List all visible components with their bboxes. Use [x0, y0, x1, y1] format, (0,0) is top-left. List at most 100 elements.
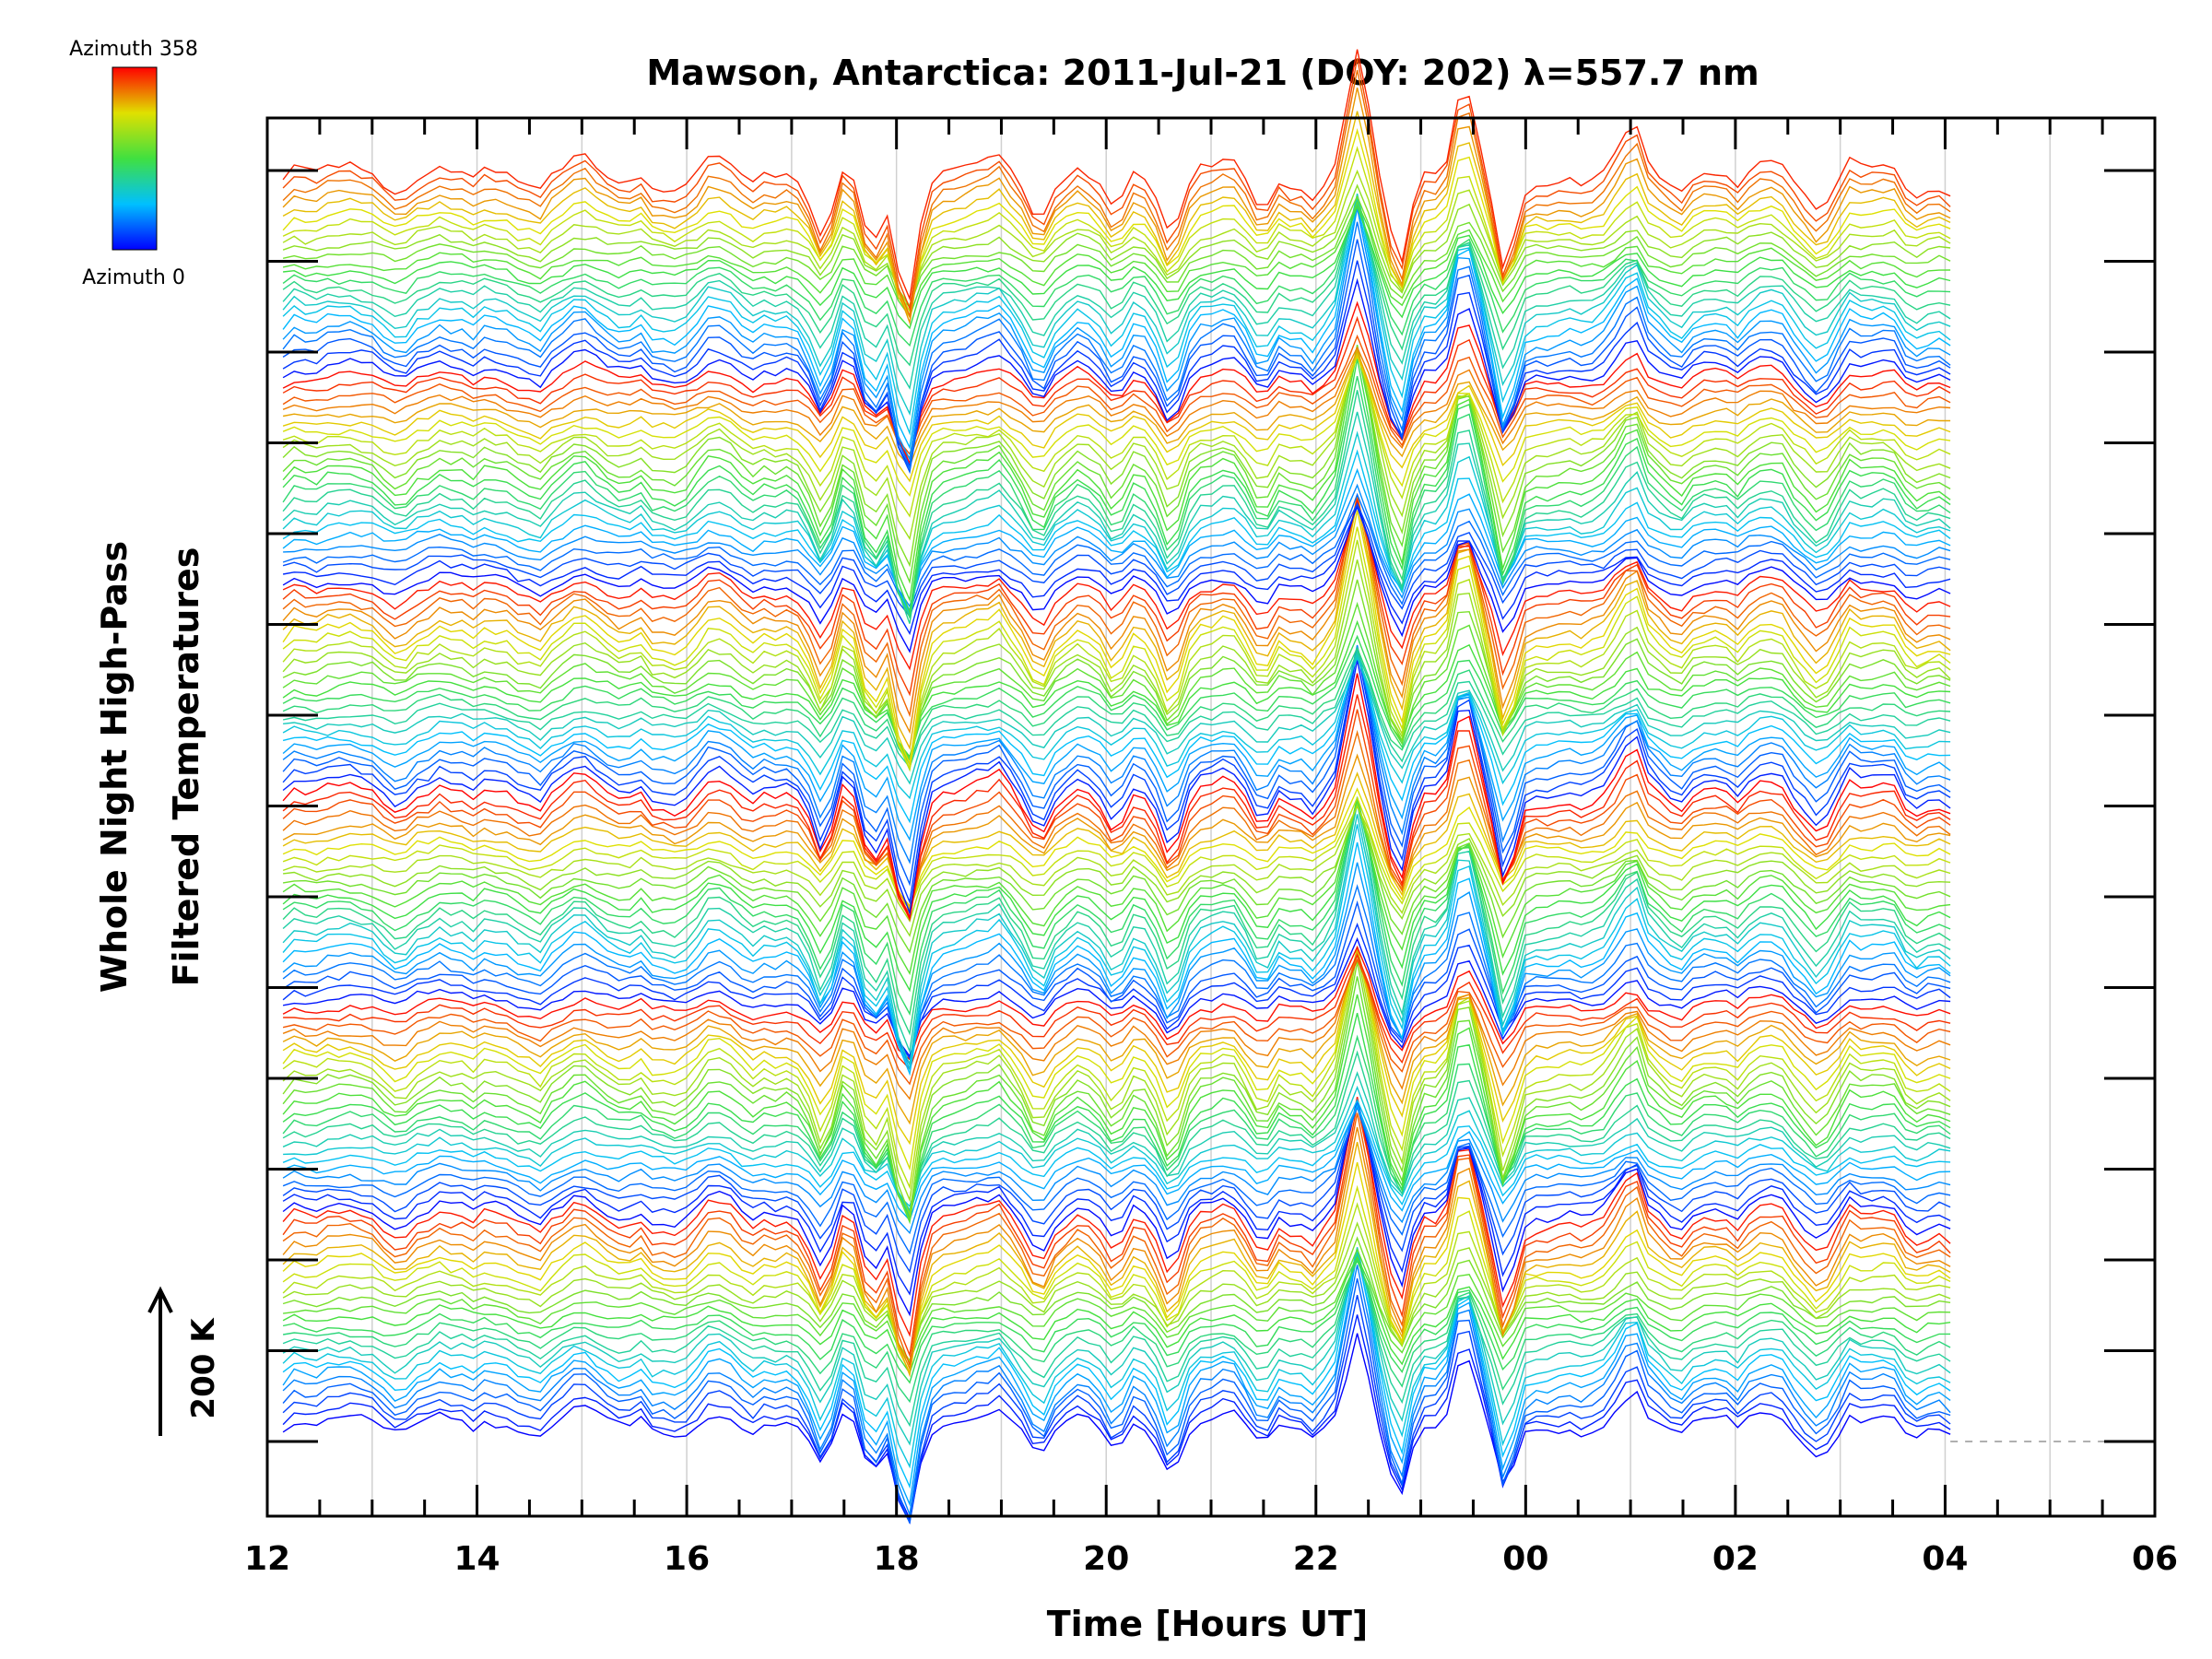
temperature-trace: [282, 194, 1951, 308]
temperature-trace: [282, 650, 1951, 769]
temperature-trace: [282, 1265, 1951, 1518]
temperature-trace: [282, 49, 1951, 301]
y-axis-ticks: [267, 169, 2155, 1443]
temperature-trace: [282, 619, 1951, 759]
temperature-trace: [282, 430, 1951, 618]
temperature-trace: [282, 673, 1951, 920]
temperature-trace: [282, 650, 1951, 824]
temperature-trace: [282, 559, 1951, 772]
colorbar-top-label: Azimuth 358: [69, 38, 198, 61]
temperature-trace: [283, 1085, 1951, 1207]
temperature-trace: [282, 205, 1951, 347]
temperature-trace: [282, 946, 1951, 1190]
temperature-trace: [283, 483, 1951, 608]
temperature-trace: [282, 795, 1951, 911]
temperature-trace: [282, 111, 1951, 319]
scale-arrow-head: [147, 1286, 173, 1313]
temperature-trace: [282, 260, 1951, 471]
temperature-trace: [282, 771, 1951, 908]
temperature-trace: [282, 194, 1951, 436]
temperature-trace: [282, 202, 1951, 450]
x-tick-label: 00: [1502, 1540, 1548, 1578]
temperature-trace: [282, 841, 1951, 1077]
temperature-trace: [283, 1247, 1951, 1363]
temperature-trace: [282, 1277, 1951, 1524]
temperature-trace: [282, 729, 1951, 915]
temperature-trace: [282, 526, 1951, 771]
x-tick-label: 20: [1083, 1540, 1129, 1578]
temperature-trace: [282, 1103, 1951, 1358]
temperature-trace: [282, 467, 1951, 612]
temperature-trace: [282, 510, 1951, 767]
temperature-trace: [282, 1103, 1951, 1222]
temperature-trace: [282, 87, 1951, 325]
temperature-trace: [282, 1105, 1951, 1255]
temperature-trace: [282, 799, 1951, 993]
temperature-trace: [282, 805, 1951, 923]
scale-bar-label: 200 K: [185, 1317, 222, 1419]
temperature-trace: [282, 1104, 1951, 1235]
temperature-trace: [282, 961, 1951, 1218]
temperature-trace: [282, 824, 1951, 1072]
temperature-trace: [282, 376, 1951, 620]
temperature-trace: [282, 449, 1951, 616]
temperature-trace: [282, 1252, 1951, 1428]
temperature-trace: [282, 1161, 1951, 1374]
temperature-trace: [282, 500, 1951, 750]
temperature-trace: [282, 646, 1951, 765]
temperature-trace: [282, 1050, 1951, 1214]
temperature-trace: [282, 200, 1951, 319]
temperature-trace: [282, 359, 1951, 616]
temperature-trace: [282, 948, 1951, 1125]
temperature-trace: [282, 958, 1951, 1086]
temperature-trace: [282, 1221, 1951, 1362]
x-tick-label: 18: [874, 1540, 920, 1578]
temperature-trace: [282, 923, 1951, 1060]
temperature-trace: [282, 194, 1951, 417]
temperature-trace: [282, 694, 1951, 922]
temperature-trace: [282, 1295, 1951, 1524]
scale-bar: 200 K: [147, 1286, 222, 1436]
temperature-trace: [282, 952, 1951, 1203]
temperature-trace: [282, 648, 1951, 887]
temperature-trace: [282, 350, 1951, 603]
temperature-trace: [283, 953, 1951, 1071]
temperature-trace: [282, 1257, 1951, 1404]
temperature-trace: [282, 1184, 1951, 1371]
temperature-trace: [282, 1098, 1951, 1216]
temperature-trace: [282, 1099, 1951, 1296]
y-axis-label-line-1: Whole Night High-Pass: [94, 541, 135, 993]
temperature-trace: [282, 501, 1951, 653]
temperature-trace: [282, 492, 1951, 614]
temperature-trace: [282, 1202, 1951, 1364]
temperature-trace: [282, 1096, 1951, 1337]
temperature-trace: [282, 1071, 1951, 1212]
temperature-trace: [282, 862, 1951, 1071]
x-tick-label: 16: [664, 1540, 710, 1578]
temperature-traces: [282, 49, 1951, 1525]
temperature-trace: [282, 1034, 1951, 1218]
x-tick-label: 14: [454, 1540, 500, 1578]
temperature-trace: [282, 798, 1951, 1036]
temperature-trace: [282, 900, 1951, 1066]
temperature-trace: [282, 651, 1951, 905]
temperature-trace: [282, 334, 1951, 455]
temperature-trace: [282, 802, 1951, 954]
temperature-trace: [282, 498, 1951, 718]
temperature-trace: [282, 1142, 1951, 1378]
x-tick-label: 06: [2132, 1540, 2178, 1578]
temperature-trace: [282, 146, 1951, 313]
temperature-trace: [282, 1112, 1951, 1366]
temperature-trace: [282, 1013, 1951, 1220]
temperature-trace: [282, 799, 1951, 976]
temperature-trace: [282, 796, 1951, 1017]
x-tick-label: 12: [244, 1540, 290, 1578]
temperature-trace: [282, 505, 1951, 636]
temperature-trace: [282, 239, 1951, 475]
temperature-trace: [282, 1255, 1951, 1375]
temperature-trace: [283, 204, 1951, 330]
temperature-trace: [282, 1248, 1951, 1446]
temperature-trace: [282, 953, 1951, 1100]
temperature-trace: [282, 300, 1951, 465]
